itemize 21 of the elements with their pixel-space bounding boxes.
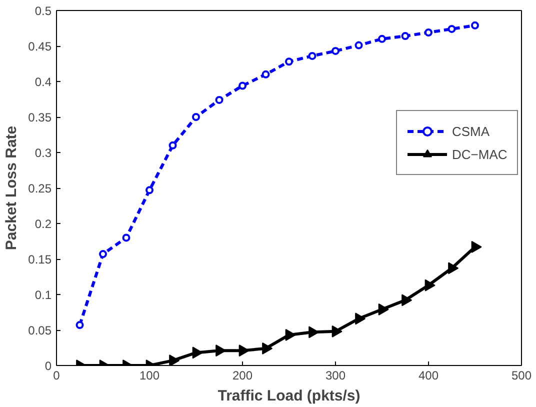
x-tick-label: 300 (325, 368, 346, 382)
y-tick-label: 0.4 (34, 75, 52, 89)
y-tick-label: 0.25 (28, 182, 52, 196)
y-tick-label: 0.45 (28, 40, 52, 54)
y-tick-label: 0.35 (28, 110, 52, 124)
x-tick-label: 200 (232, 368, 253, 382)
x-tick-label: 400 (418, 368, 439, 382)
legend-label: CSMA (452, 124, 490, 138)
y-tick-label: 0.5 (34, 4, 52, 18)
y-tick-label: 0.3 (34, 146, 52, 160)
y-axis-title: Packet Loss Rate (3, 126, 20, 250)
y-tick-label: 0.2 (34, 217, 52, 231)
legend-label: DC−MAC (452, 146, 508, 162)
y-tick-label: 0.1 (34, 288, 52, 302)
y-tick-label: 0.15 (28, 252, 52, 266)
y-tick-label: 0.05 (28, 324, 52, 338)
x-tick-label: 0 (53, 368, 60, 382)
x-axis-title: Traffic Load (pkts/s) (218, 388, 360, 404)
x-tick-label: 500 (511, 368, 532, 382)
y-tick-label: 0 (44, 359, 52, 373)
x-tick-label: 100 (139, 368, 160, 382)
